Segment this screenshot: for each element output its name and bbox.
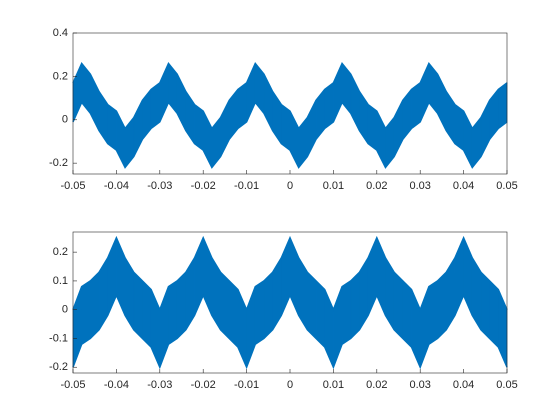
signal-band: [428, 280, 438, 345]
y-tick-label: -0.1: [49, 332, 68, 344]
signal-band: [237, 82, 247, 130]
signal-band: [176, 271, 187, 340]
x-tick-label: -0.05: [60, 180, 85, 192]
signal-band: [194, 103, 204, 151]
x-tick-label: -0.02: [191, 180, 216, 192]
x-tick-label: -0.02: [191, 379, 216, 391]
y-tick-label: 0.2: [53, 70, 68, 82]
y-tick-label: -0.2: [49, 361, 68, 373]
x-tick-label: 0.03: [409, 180, 430, 192]
x-tick-label: -0.03: [147, 379, 172, 391]
signal-band: [489, 280, 499, 348]
x-tick-label: 0.05: [496, 379, 517, 391]
y-tick-label: 0: [62, 114, 68, 126]
signal-band: [142, 280, 152, 348]
x-tick-label: -0.03: [147, 180, 172, 192]
signal-band: [324, 82, 334, 130]
signal-band: [454, 103, 464, 151]
x-tick-label: -0.04: [104, 180, 129, 192]
x-tick-label: 0.04: [453, 180, 474, 192]
signal-edge: [72, 61, 508, 130]
signal-band: [480, 271, 490, 340]
signal-band: [281, 103, 291, 151]
x-tick-label: 0.05: [496, 180, 517, 192]
signal-band: [393, 271, 404, 340]
signal-band: [437, 271, 447, 340]
y-tick-label: 0.4: [53, 27, 68, 39]
signal-band: [168, 280, 178, 345]
x-tick-label: 0.02: [366, 180, 387, 192]
x-tick-label: 0: [287, 180, 293, 192]
x-tick-label: 0.04: [453, 379, 474, 391]
signal-band: [220, 271, 230, 340]
signal-band: [341, 280, 352, 345]
signal-band: [367, 103, 378, 151]
signal-band: [411, 82, 421, 130]
signal-band: [498, 82, 508, 130]
y-tick-label: 0: [62, 304, 68, 316]
signal-band: [254, 280, 265, 345]
y-tick-label: 0.2: [53, 246, 68, 258]
signal-band: [133, 271, 143, 340]
x-tick-label: -0.01: [234, 379, 259, 391]
y-tick-label: 0.1: [53, 275, 68, 287]
signal-edge: [72, 293, 508, 370]
x-tick-label: 0.01: [323, 379, 344, 391]
signal-band: [263, 271, 273, 340]
signal-band: [315, 280, 326, 348]
signal-band: [307, 271, 317, 340]
signal-edge: [72, 100, 508, 169]
signal-band: [402, 280, 412, 348]
signal-band: [228, 280, 239, 348]
x-tick-label: -0.04: [104, 379, 129, 391]
signal-band: [81, 280, 91, 345]
signal-edge: [72, 235, 508, 312]
x-tick-label: 0: [287, 379, 293, 391]
signal-band: [150, 82, 161, 130]
y-tick-label: -0.2: [49, 157, 68, 169]
x-tick-label: 0.02: [366, 379, 387, 391]
x-tick-label: -0.05: [60, 379, 85, 391]
signal-band: [350, 271, 360, 340]
signal-band: [107, 103, 117, 151]
x-tick-label: -0.01: [234, 180, 259, 192]
axes: -0.05 -0.04 -0.03 -0.02 -0.01 0 0.01 0.02 0.03 0.…: [49, 231, 518, 391]
signal-band: [90, 271, 100, 340]
x-tick-label: 0.01: [323, 180, 344, 192]
x-tick-label: 0.03: [409, 379, 430, 391]
axes: -0.05 -0.04 -0.03 -0.02 -0.01 0 0.01 0.02 0.03 0.…: [49, 27, 518, 192]
